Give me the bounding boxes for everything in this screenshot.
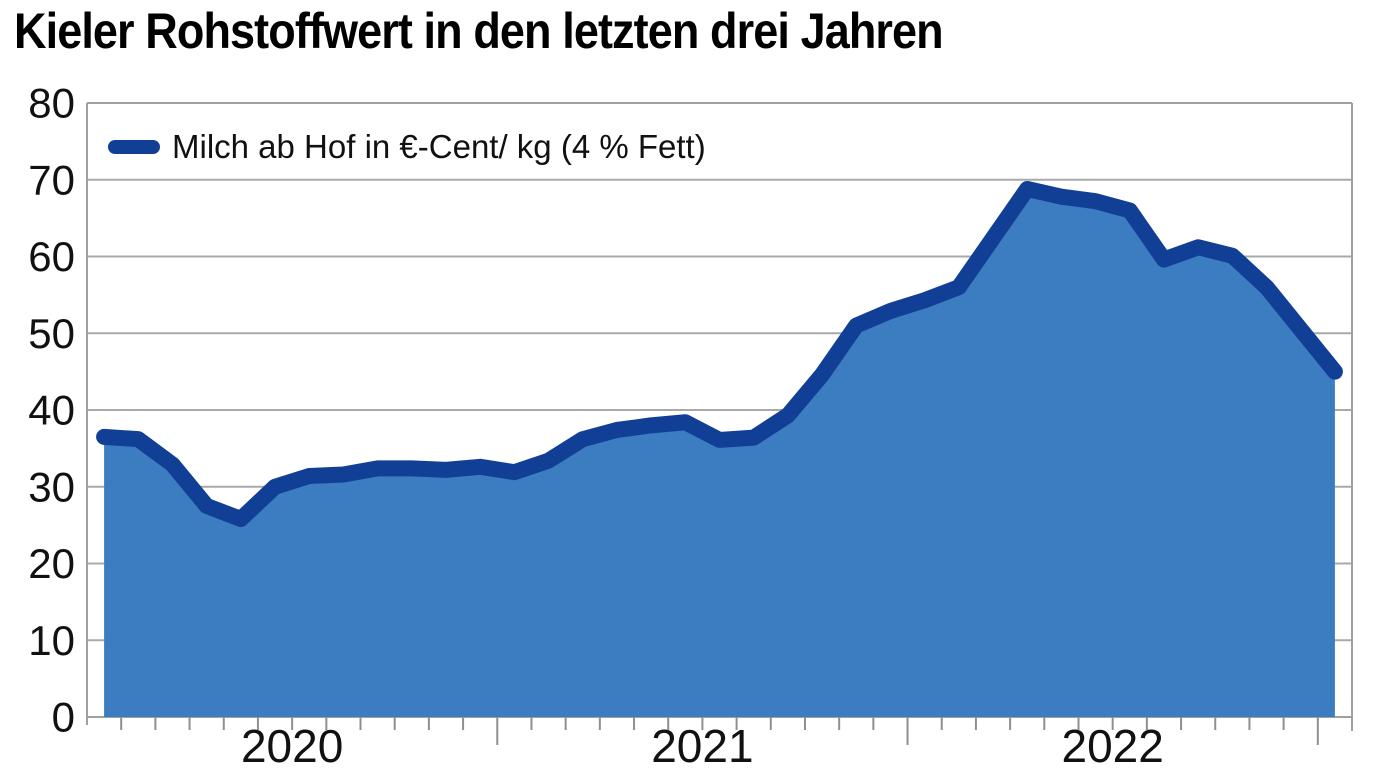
y-axis-tick-label: 50 (28, 310, 75, 357)
x-axis-year-label: 2022 (1062, 720, 1164, 772)
milk-price-area (104, 188, 1335, 717)
chart-title: Kieler Rohstoffwert in den letzten drei … (14, 3, 944, 59)
y-axis-tick-label: 0 (52, 694, 75, 741)
legend: Milch ab Hof in €-Cent/ kg (4 % Fett) (108, 128, 706, 166)
y-axis-tick-label: 70 (28, 156, 75, 203)
x-axis-year-label: 2020 (241, 720, 343, 772)
y-axis-tick-label: 20 (28, 540, 75, 587)
y-axis-tick-label: 10 (28, 617, 75, 664)
x-axis-year-label: 2021 (651, 720, 753, 772)
legend-label: Milch ab Hof in €-Cent/ kg (4 % Fett) (172, 128, 706, 165)
y-axis-tick-label: 30 (28, 463, 75, 510)
milk-price-line (96, 180, 1343, 527)
y-axis-tick-label: 40 (28, 387, 75, 434)
y-axis-tick-label: 80 (28, 80, 75, 127)
y-axis-tick-label: 60 (28, 233, 75, 280)
legend-line-swatch (108, 140, 160, 154)
